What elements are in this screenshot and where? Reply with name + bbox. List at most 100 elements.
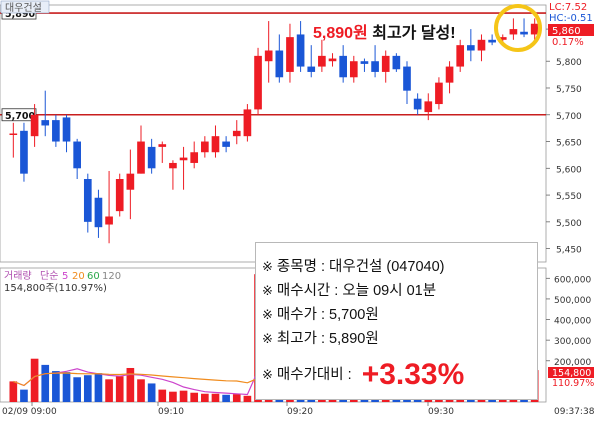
- candle-body: [328, 58, 337, 62]
- candle-body: [105, 216, 113, 225]
- candle-body: [201, 141, 209, 153]
- candle-body: [62, 117, 71, 142]
- volume-bar: [201, 393, 209, 402]
- candle-body: [158, 144, 167, 147]
- candle-body: [392, 55, 401, 70]
- reference-mark-icon: ※: [262, 331, 273, 346]
- volume-bar: [211, 393, 220, 402]
- current-price-tag: 5,860: [552, 26, 581, 37]
- candle-body: [381, 55, 390, 72]
- candle-body: [403, 66, 411, 91]
- candle-body: [137, 141, 145, 174]
- volume-legend-simple: 단순: [40, 270, 58, 282]
- candle-body: [115, 179, 124, 212]
- candle-body: [413, 98, 422, 110]
- buy-time-row: ※ 매수시간 : 오늘 09시 01분: [262, 283, 437, 299]
- candle-body: [30, 114, 39, 137]
- candle-body: [488, 39, 496, 43]
- volume-bar: [243, 395, 252, 402]
- candle-body: [318, 55, 326, 67]
- buy-price-row: ※ 매수가 : 5,700원: [262, 307, 379, 323]
- volume-bar: [30, 358, 39, 402]
- price-tick-label: 5,800: [556, 58, 582, 68]
- volume-bar: [147, 383, 156, 402]
- level-tag-label: 5,890: [5, 9, 35, 20]
- ratio-row: ※ 매수가대비 : +3.33%: [262, 358, 465, 391]
- candle-body: [307, 66, 316, 72]
- candle-body: [83, 179, 92, 222]
- candle-body: [435, 82, 443, 105]
- volume-tick-label: 400,000: [554, 317, 591, 327]
- candle-body: [467, 45, 475, 51]
- candle-body: [243, 109, 252, 137]
- volume-tick-label: 300,000: [554, 337, 591, 347]
- volume-bar: [94, 373, 103, 402]
- candle-body: [20, 130, 28, 174]
- volume-bar: [137, 379, 145, 402]
- candle-body: [286, 37, 294, 72]
- volume-bar: [62, 372, 71, 402]
- ratio-label: 매수가대비: [276, 366, 344, 383]
- volume-bar: [222, 394, 230, 402]
- candle-body: [126, 173, 135, 190]
- highlight-circle: [494, 4, 542, 52]
- stock-title: 대우건설: [5, 2, 42, 14]
- candle-body: [520, 31, 528, 35]
- volume-tick-label: 200,000: [554, 358, 591, 368]
- candle-body: [530, 23, 539, 35]
- stock-name-label: 종목명: [276, 259, 317, 275]
- candle-body: [509, 29, 518, 35]
- volume-bar: [52, 371, 60, 402]
- buy-time-value: 오늘 09시 01분: [342, 283, 437, 299]
- volume-current-pct: 110.97%: [552, 378, 594, 389]
- level-tag-label: 5,700: [5, 111, 35, 122]
- candle-body: [371, 61, 379, 72]
- trade-info-box: ※ 종목명 : 대우건설 (047040) ※ 매수시간 : 오늘 09시 01분 …: [255, 242, 538, 400]
- volume-bar: [83, 375, 92, 402]
- candle-body: [264, 50, 273, 62]
- high-price-label: 최고가: [276, 331, 317, 347]
- candle-body: [498, 37, 507, 40]
- volume-legend-60: 60: [87, 271, 100, 282]
- candle-body: [41, 120, 50, 126]
- volume-bar: [20, 389, 28, 402]
- candle-body: [254, 55, 262, 110]
- high-price-callout: 5,890원 최고가 달성!: [313, 19, 456, 43]
- price-tick-label: 5,750: [556, 85, 582, 95]
- stock-name-value: 대우건설 (047040): [329, 259, 445, 275]
- volume-bar: [179, 390, 188, 402]
- volume-bar: [9, 381, 18, 402]
- reference-mark-icon: ※: [262, 283, 273, 298]
- volume-bar: [190, 392, 199, 402]
- price-tick-label: 5,550: [556, 192, 582, 202]
- stock-name-row: ※ 종목명 : 대우건설 (047040): [262, 259, 445, 275]
- indicator-hc: HC:-0.51: [549, 13, 593, 24]
- buy-price-label: 매수가: [276, 307, 317, 323]
- price-tick-label: 5,650: [556, 139, 582, 149]
- price-tick-label: 5,700: [556, 112, 582, 122]
- candle-body: [477, 39, 486, 51]
- reference-mark-icon: ※: [262, 366, 273, 382]
- volume-bar: [169, 391, 177, 402]
- price-tick-label: 5,500: [556, 219, 582, 229]
- candle-body: [360, 61, 369, 64]
- x-tick-label: 09:30: [428, 407, 454, 417]
- candle-body: [275, 50, 284, 78]
- candle-body: [424, 101, 433, 113]
- callout-text: 최고가 달성!: [372, 25, 456, 42]
- candle-body: [52, 120, 60, 142]
- volume-tick-label: 500,000: [554, 296, 591, 306]
- price-tick-label: 5,600: [556, 165, 582, 175]
- volume-legend-5: 5: [62, 271, 68, 282]
- volume-bar: [73, 377, 81, 402]
- candle-body: [179, 157, 188, 161]
- buy-price-value: 5,700원: [329, 307, 379, 323]
- volume-tick-label: 600,000: [554, 275, 591, 285]
- candle-body: [147, 146, 156, 169]
- volume-bar: [115, 376, 124, 402]
- x-tick-label: 09:20: [287, 407, 313, 417]
- x-tick-label: 09:37:38: [554, 407, 594, 417]
- change-percent: 0.17%: [552, 37, 584, 48]
- volume-legend-20: 20: [72, 271, 85, 282]
